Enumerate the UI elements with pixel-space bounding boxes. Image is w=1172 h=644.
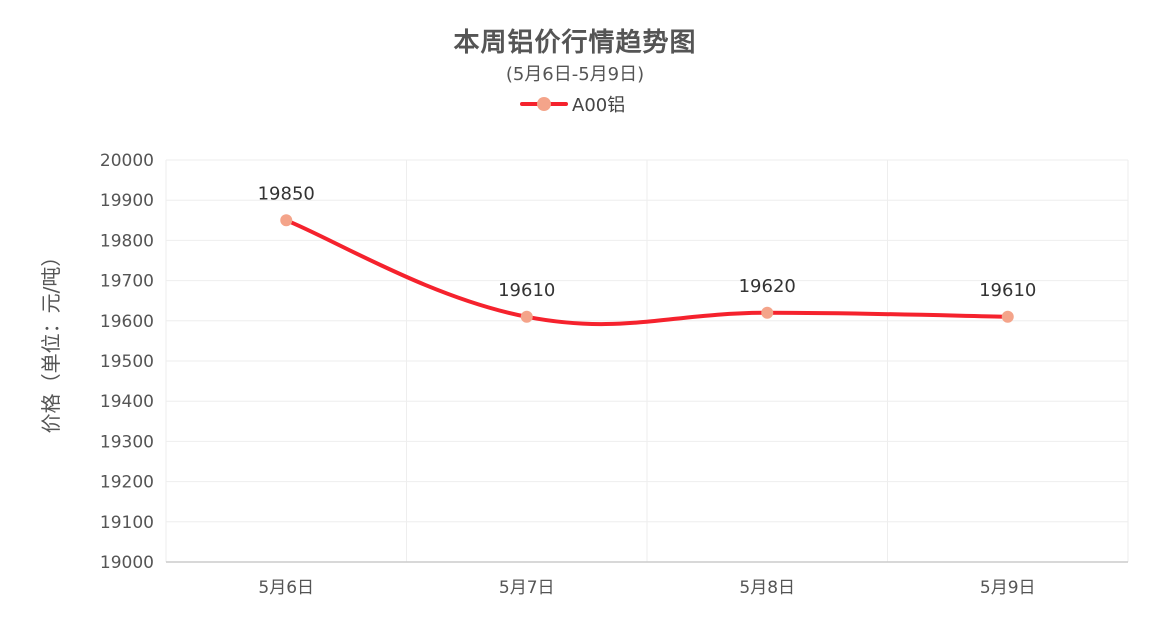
- data-point: [280, 214, 293, 227]
- axes: 19000 19100 19200 19300 19400 19500 19600 19700…: [100, 151, 1128, 598]
- data-label: 19610: [498, 280, 555, 301]
- grid: [165, 159, 1129, 562]
- y-tick-label: 20000: [100, 151, 154, 171]
- legend-line-swatch: [520, 97, 568, 111]
- y-tick-label: 19900: [100, 191, 154, 211]
- legend-label: A00铝: [572, 95, 626, 116]
- y-tick-label: 19500: [100, 352, 154, 372]
- x-tick-label: 5月8日: [739, 578, 795, 598]
- y-tick-label: 19100: [100, 513, 154, 533]
- legend-item-a00[interactable]: A00铝: [520, 92, 625, 116]
- data-point: [520, 310, 533, 323]
- series-line: [284, 218, 1010, 327]
- chart-title: 本周铝价行情趋势图: [453, 28, 697, 58]
- data-point: [761, 306, 774, 319]
- data-point: [1001, 310, 1014, 323]
- legend-marker-swatch: [537, 97, 551, 111]
- y-tick-label: 19600: [100, 312, 154, 332]
- y-tick-label: 19700: [100, 272, 154, 292]
- y-axis-label: 价格（单位：元/吨）: [39, 247, 63, 434]
- y-tick-label: 19000: [100, 553, 154, 573]
- y-tick-label: 19200: [100, 473, 154, 493]
- x-tick-label: 5月6日: [258, 578, 314, 598]
- series-a00: [280, 214, 1014, 327]
- data-label: 19610: [979, 280, 1036, 301]
- y-tick-label: 19400: [100, 392, 154, 412]
- y-tick-label: 19300: [100, 432, 154, 452]
- data-label: 19620: [739, 276, 796, 297]
- x-tick-label: 5月9日: [980, 578, 1036, 598]
- x-tick-label: 5月7日: [499, 578, 555, 598]
- y-tick-label: 19800: [100, 231, 154, 251]
- data-label: 19850: [258, 183, 315, 204]
- data-labels: 19850 19610 19620 19610: [258, 183, 1037, 300]
- chart-subtitle: (5月6日-5月9日): [505, 64, 645, 85]
